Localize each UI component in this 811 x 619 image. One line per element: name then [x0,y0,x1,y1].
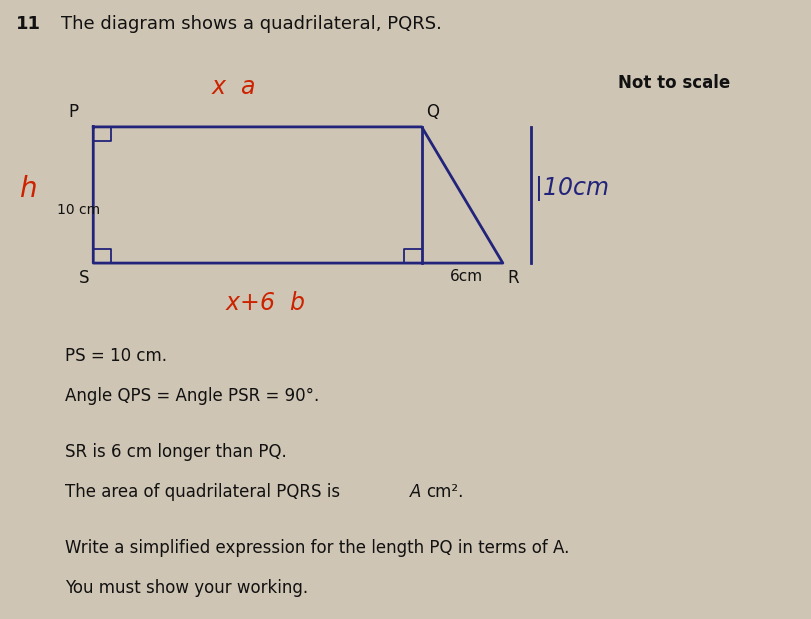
Text: 6cm: 6cm [450,269,483,284]
Text: A: A [410,483,421,501]
Text: $x$  $a$: $x$ $a$ [211,75,255,99]
Text: SR is 6 cm longer than PQ.: SR is 6 cm longer than PQ. [65,443,286,461]
Text: $h$: $h$ [19,175,36,203]
Text: Angle QPS = Angle PSR = 90°.: Angle QPS = Angle PSR = 90°. [65,387,320,405]
Text: PS = 10 cm.: PS = 10 cm. [65,347,167,365]
Text: Write a simplified expression for the length PQ in terms of A.: Write a simplified expression for the le… [65,539,569,556]
Text: The diagram shows a quadrilateral, PQRS.: The diagram shows a quadrilateral, PQRS. [61,15,442,33]
Text: R: R [507,269,519,287]
Text: |10cm: |10cm [535,176,609,201]
Text: P: P [69,103,79,121]
Text: $x$+6  $b$: $x$+6 $b$ [225,291,306,315]
Text: Q: Q [426,103,439,121]
Text: cm².: cm². [426,483,463,501]
Text: The area of quadrilateral PQRS is: The area of quadrilateral PQRS is [65,483,345,501]
Text: You must show your working.: You must show your working. [65,579,308,597]
Text: 10 cm: 10 cm [57,204,100,217]
Text: Not to scale: Not to scale [618,74,730,92]
Text: S: S [79,269,89,287]
Text: 11: 11 [16,15,41,33]
